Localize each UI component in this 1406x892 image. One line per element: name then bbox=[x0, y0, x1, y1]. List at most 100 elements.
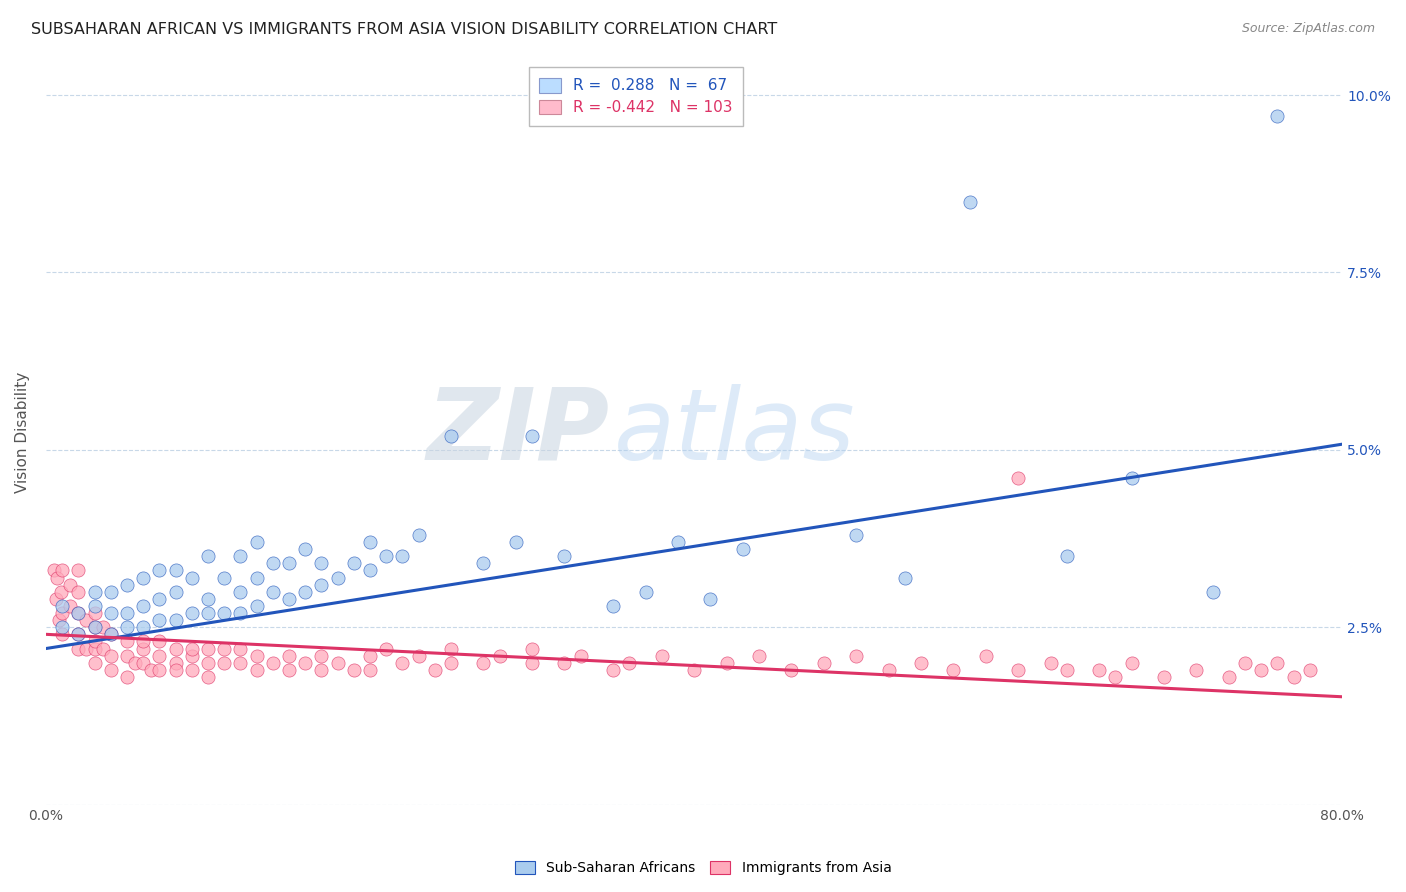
Point bbox=[1153, 670, 1175, 684]
Point bbox=[959, 194, 981, 209]
Point bbox=[359, 648, 381, 663]
Point bbox=[440, 641, 463, 656]
Point bbox=[197, 591, 219, 606]
Point bbox=[553, 549, 575, 564]
Point bbox=[51, 564, 73, 578]
Point bbox=[100, 648, 122, 663]
Point bbox=[942, 663, 965, 677]
Point bbox=[67, 627, 90, 641]
Point bbox=[1007, 471, 1029, 485]
Point bbox=[83, 606, 105, 620]
Point bbox=[67, 627, 90, 641]
Point bbox=[148, 634, 170, 648]
Point bbox=[262, 584, 284, 599]
Point bbox=[124, 656, 146, 670]
Point bbox=[553, 656, 575, 670]
Point bbox=[229, 549, 252, 564]
Point bbox=[359, 564, 381, 578]
Point bbox=[619, 656, 641, 670]
Point bbox=[132, 599, 155, 613]
Point bbox=[246, 663, 269, 677]
Point bbox=[246, 535, 269, 549]
Point bbox=[51, 606, 73, 620]
Point bbox=[165, 663, 187, 677]
Point bbox=[132, 634, 155, 648]
Legend: Sub-Saharan Africans, Immigrants from Asia: Sub-Saharan Africans, Immigrants from As… bbox=[509, 855, 897, 880]
Point bbox=[326, 656, 349, 670]
Point bbox=[197, 656, 219, 670]
Point bbox=[51, 620, 73, 634]
Point bbox=[83, 656, 105, 670]
Point bbox=[1201, 584, 1223, 599]
Point bbox=[148, 564, 170, 578]
Point bbox=[262, 656, 284, 670]
Point bbox=[343, 663, 366, 677]
Point bbox=[42, 564, 65, 578]
Point bbox=[391, 656, 413, 670]
Point bbox=[67, 606, 90, 620]
Point bbox=[294, 542, 316, 557]
Point bbox=[67, 641, 90, 656]
Point bbox=[246, 648, 269, 663]
Point bbox=[46, 570, 69, 584]
Point bbox=[845, 528, 868, 542]
Point bbox=[229, 656, 252, 670]
Point bbox=[180, 641, 202, 656]
Point bbox=[634, 584, 657, 599]
Point bbox=[48, 613, 70, 627]
Point bbox=[472, 656, 495, 670]
Point bbox=[59, 599, 82, 613]
Point bbox=[197, 641, 219, 656]
Point bbox=[115, 620, 138, 634]
Point bbox=[1282, 670, 1305, 684]
Point bbox=[408, 528, 430, 542]
Point bbox=[1267, 656, 1289, 670]
Point bbox=[278, 557, 301, 571]
Point bbox=[1121, 471, 1143, 485]
Point bbox=[83, 620, 105, 634]
Point bbox=[246, 570, 269, 584]
Point bbox=[278, 648, 301, 663]
Point bbox=[115, 670, 138, 684]
Point bbox=[311, 663, 333, 677]
Point bbox=[375, 641, 398, 656]
Point bbox=[76, 641, 98, 656]
Point bbox=[212, 656, 235, 670]
Point bbox=[197, 670, 219, 684]
Point bbox=[76, 613, 98, 627]
Point bbox=[45, 591, 67, 606]
Point bbox=[845, 648, 868, 663]
Point bbox=[520, 641, 543, 656]
Point bbox=[877, 663, 900, 677]
Point bbox=[229, 584, 252, 599]
Point bbox=[91, 641, 114, 656]
Point bbox=[1056, 549, 1078, 564]
Y-axis label: Vision Disability: Vision Disability bbox=[15, 371, 30, 492]
Point bbox=[1218, 670, 1240, 684]
Point bbox=[115, 648, 138, 663]
Point bbox=[51, 599, 73, 613]
Point bbox=[197, 549, 219, 564]
Point bbox=[1121, 656, 1143, 670]
Point bbox=[83, 641, 105, 656]
Point bbox=[1250, 663, 1272, 677]
Point bbox=[132, 641, 155, 656]
Point bbox=[375, 549, 398, 564]
Point bbox=[148, 613, 170, 627]
Point bbox=[83, 620, 105, 634]
Point bbox=[100, 627, 122, 641]
Point bbox=[910, 656, 932, 670]
Point bbox=[100, 627, 122, 641]
Point bbox=[165, 584, 187, 599]
Point bbox=[180, 648, 202, 663]
Point bbox=[1088, 663, 1111, 677]
Point bbox=[278, 591, 301, 606]
Text: SUBSAHARAN AFRICAN VS IMMIGRANTS FROM ASIA VISION DISABILITY CORRELATION CHART: SUBSAHARAN AFRICAN VS IMMIGRANTS FROM AS… bbox=[31, 22, 778, 37]
Point bbox=[326, 570, 349, 584]
Point bbox=[294, 584, 316, 599]
Point bbox=[229, 606, 252, 620]
Point bbox=[197, 606, 219, 620]
Point bbox=[148, 591, 170, 606]
Point bbox=[115, 577, 138, 591]
Point bbox=[1234, 656, 1257, 670]
